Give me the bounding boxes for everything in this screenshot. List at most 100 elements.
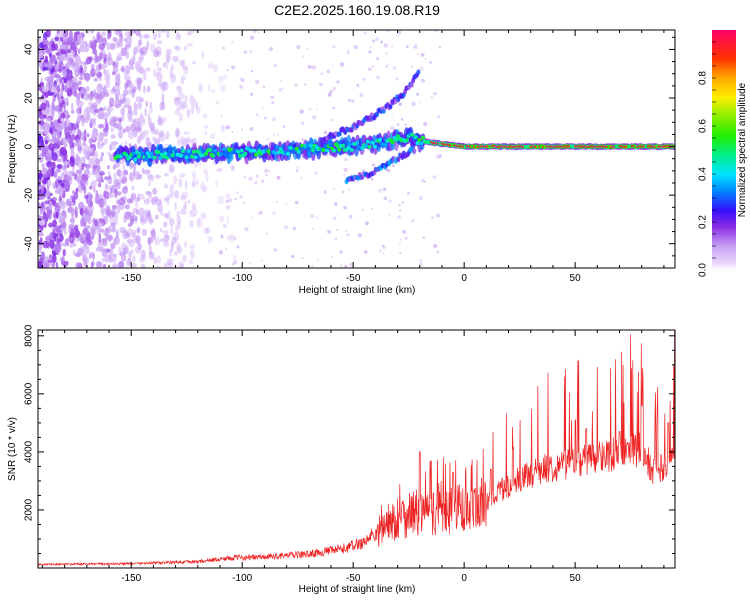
colorbar-tick-label: 0.4 (698, 167, 709, 181)
track-point (410, 132, 415, 137)
noise-blob (119, 171, 125, 181)
noise-blob (370, 177, 374, 181)
noise-blob (88, 101, 92, 107)
noise-blob (60, 36, 63, 42)
noise-blob (83, 64, 87, 73)
noise-blob (392, 164, 396, 168)
noise-blob (243, 50, 247, 54)
noise-blob (38, 107, 42, 115)
noise-blob (183, 46, 188, 51)
track-point (349, 147, 354, 152)
noise-blob (54, 63, 59, 71)
noise-blob (155, 71, 161, 78)
noise-blob (171, 236, 177, 245)
track-point (135, 150, 139, 155)
noise-blob (129, 123, 137, 132)
noise-blob (88, 235, 95, 240)
noise-blob (399, 209, 402, 212)
noise-blob (165, 52, 172, 62)
noise-blob (279, 79, 282, 82)
noise-blob (176, 216, 182, 225)
noise-blob (58, 224, 62, 229)
noise-blob (411, 219, 415, 223)
track-point (190, 154, 194, 159)
noise-blob (107, 32, 111, 40)
noise-blob (417, 53, 420, 55)
noise-blob (69, 69, 73, 77)
noise-blob (59, 227, 67, 231)
noise-blob (239, 195, 243, 199)
noise-blob (179, 135, 184, 146)
noise-blob (131, 262, 137, 268)
noise-blob (57, 111, 61, 117)
noise-blob (93, 77, 98, 82)
noise-blob (60, 200, 67, 210)
noise-blob (175, 129, 181, 137)
noise-blob (402, 229, 406, 234)
noise-blob (63, 120, 68, 128)
noise-blob (275, 201, 278, 203)
noise-blob (116, 199, 121, 205)
noise-blob (116, 203, 121, 214)
noise-blob (299, 109, 304, 114)
noise-blob (156, 255, 161, 264)
noise-blob (155, 174, 161, 179)
noise-blob (113, 236, 120, 245)
noise-blob (399, 252, 402, 255)
noise-blob (91, 171, 98, 176)
track-point (131, 151, 136, 156)
noise-blob (173, 175, 178, 185)
noise-blob (123, 169, 128, 176)
noise-blob (307, 65, 312, 69)
noise-blob (124, 84, 129, 89)
noise-blob (312, 227, 315, 230)
noise-blob (146, 67, 151, 72)
noise-blob (80, 93, 85, 99)
noise-blob (184, 138, 190, 143)
noise-blob (79, 207, 84, 216)
noise-blob (117, 72, 121, 83)
track-point (207, 148, 212, 152)
noise-blob (217, 195, 225, 205)
noise-blob (69, 231, 75, 239)
noise-blob (134, 245, 142, 254)
noise-blob (140, 217, 145, 222)
noise-blob (186, 108, 191, 116)
noise-blob (398, 204, 401, 207)
noise-blob (210, 89, 216, 93)
track-point (394, 137, 399, 142)
chart-title: C2E2.2025.160.19.08.R19 (274, 2, 440, 18)
noise-blob (385, 65, 388, 68)
noise-blob (173, 96, 181, 106)
noise-blob (97, 240, 103, 250)
noise-blob (177, 138, 181, 147)
noise-blob (43, 177, 47, 184)
track-point (277, 150, 281, 155)
noise-blob (385, 30, 390, 33)
noise-blob (122, 229, 129, 240)
noise-blob (250, 92, 254, 96)
noise-blob (65, 42, 69, 53)
noise-blob (178, 101, 183, 110)
noise-blob (128, 117, 133, 123)
noise-blob (135, 127, 142, 133)
noise-blob (304, 83, 307, 86)
noise-blob (59, 89, 64, 97)
noise-blob (110, 242, 116, 249)
noise-blob (220, 84, 227, 93)
noise-blob (60, 117, 64, 123)
noise-blob (128, 85, 135, 90)
noise-blob (161, 117, 167, 122)
noise-blob (64, 97, 69, 103)
noise-blob (152, 49, 159, 58)
noise-blob (356, 83, 360, 87)
noise-blob (262, 85, 266, 89)
branch-point (375, 111, 380, 117)
noise-blob (110, 208, 116, 217)
noise-blob (76, 114, 81, 125)
noise-blob (101, 238, 108, 247)
track-point (417, 138, 422, 143)
noise-blob (57, 54, 65, 62)
noise-blob (392, 66, 397, 70)
noise-blob (205, 226, 211, 234)
